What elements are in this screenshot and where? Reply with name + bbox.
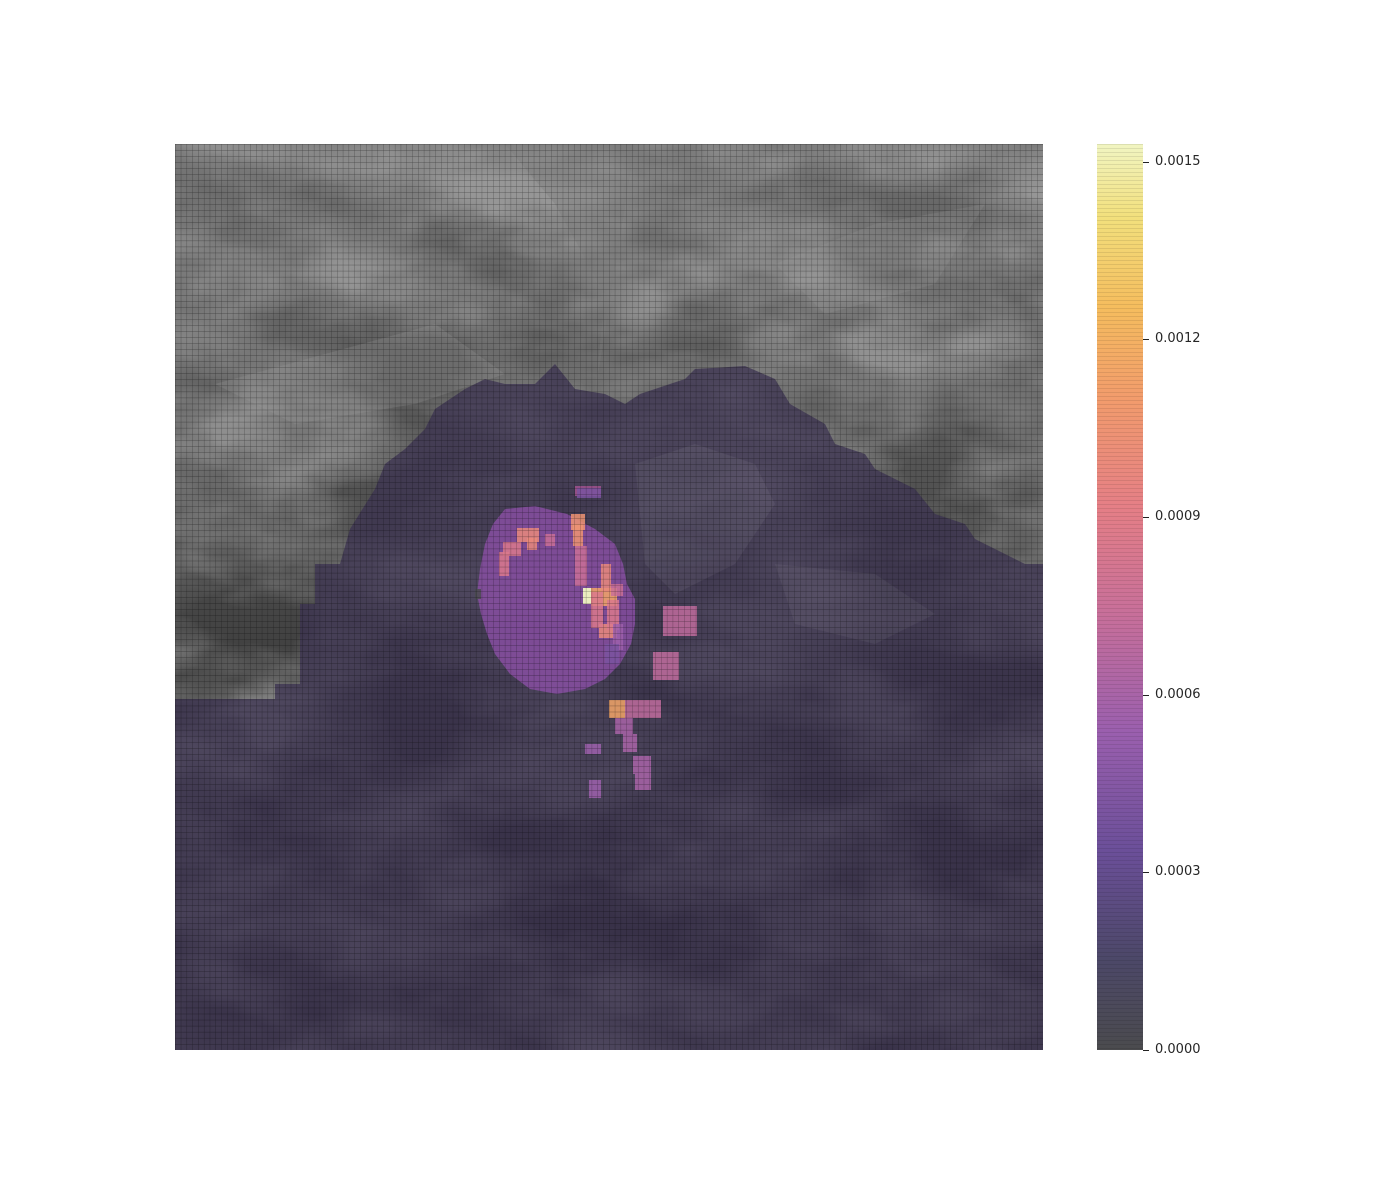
colorbar-tick-label: 0.0006: [1155, 686, 1201, 702]
colorbar-tick-mark: [1143, 517, 1149, 519]
colorbar-tick-mark: [1143, 694, 1149, 696]
heatmap-svg: [175, 144, 1043, 1050]
colorbar-tick-label: 0.0000: [1155, 1042, 1201, 1057]
colorbar-tick-mark: [1143, 161, 1149, 163]
grid-lines: [175, 144, 1043, 1050]
colorbar-tick-label: 0.0015: [1155, 153, 1201, 169]
colorbar-tick-mark: [1143, 872, 1149, 874]
colorbar: [1097, 144, 1143, 1050]
colorbar-tick-label: 0.0012: [1155, 331, 1201, 347]
colorbar-ticks: 0.0000 0.0003 0.0006 0.0009 0.0012 0.0015: [1143, 144, 1263, 1057]
colorbar-tick-mark: [1143, 1050, 1149, 1051]
colorbar-tick-mark: [1143, 339, 1149, 341]
heatmap-plot-area[interactable]: [175, 144, 1043, 1050]
colorbar-tick-label: 0.0003: [1155, 864, 1201, 880]
colorbar-tick-label: 0.0009: [1155, 509, 1201, 525]
